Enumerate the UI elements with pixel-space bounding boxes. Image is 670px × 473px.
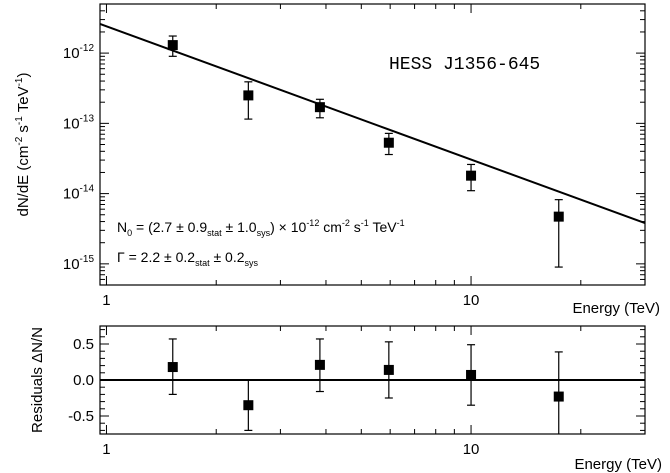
ann-sup: -12: [306, 218, 319, 228]
data-point: [383, 137, 394, 148]
y-axis-title-sup: -1: [14, 77, 25, 86]
y-axis-title-part: s: [15, 125, 32, 137]
ann-part: N: [117, 219, 127, 235]
ann-part: ) × 10: [270, 219, 306, 235]
residual-point: [243, 400, 254, 411]
data-point: [553, 211, 564, 222]
plot-frame: [99, 3, 646, 286]
y-tick-label: 0.0: [73, 372, 94, 389]
y-tick-base: 10: [63, 45, 80, 62]
ann-part: TeV: [369, 219, 397, 235]
x-axis-title: Energy (TeV): [572, 300, 660, 317]
y-axis-title: dN/dE (cm-2 s-1 TeV-1): [14, 73, 32, 217]
y-tick-exponent: -14: [80, 184, 95, 195]
residual-point: [167, 362, 178, 373]
data-point: [314, 102, 325, 113]
ann-sup: -1: [361, 218, 369, 228]
ann-sub: 0: [127, 228, 132, 238]
residuals-panel: 1 10 0.5 0.0 -0.5 Residuals ΔN/N Energy (TeV): [29, 325, 662, 473]
x-tick-label: 1: [102, 292, 110, 309]
ann-part: ± 0.2: [210, 249, 245, 265]
y-axis-title-sup: -2: [14, 136, 25, 145]
ann-part: = (2.7 ± 0.9: [132, 219, 207, 235]
residual-point: [314, 359, 325, 370]
residual-point: [466, 369, 477, 380]
ann-sub: stat: [195, 258, 210, 268]
ann-sup: -1: [397, 218, 405, 228]
ann-part: s: [350, 219, 361, 235]
x-tick-label: 1: [102, 441, 110, 458]
y-tick-exponent: -12: [80, 43, 95, 54]
ann-part: cm: [319, 219, 342, 235]
ann-sup: -2: [342, 218, 350, 228]
ann-sub: sys: [257, 228, 271, 238]
ann-sub: stat: [207, 228, 222, 238]
y-tick-label: -0.5: [68, 408, 94, 425]
y-axis-title-sup: -1: [14, 116, 25, 125]
data-point: [167, 40, 178, 51]
normalization-annotation: N0 = (2.7 ± 0.9stat ± 1.0sys) × 10-12 cm…: [117, 218, 405, 238]
data-point: [243, 90, 254, 101]
ann-part: = 2.2 ± 0.2: [125, 249, 196, 265]
x-tick-label: 10: [463, 441, 480, 458]
y-axis-title-part: ): [15, 73, 32, 78]
y-axis-title: Residuals ΔN/N: [29, 327, 46, 433]
ann-sub: sys: [245, 258, 259, 268]
residual-point: [383, 364, 394, 375]
y-tick-base: 10: [63, 115, 80, 132]
y-tick-label: 10-13: [63, 113, 95, 132]
y-tick-label: 10-12: [63, 43, 95, 62]
power-law-fit-line: [99, 23, 646, 225]
residual-point: [553, 391, 564, 402]
y-tick-base: 10: [63, 186, 80, 203]
y-axis-title-part: TeV: [15, 86, 32, 116]
y-tick-exponent: -15: [80, 254, 95, 265]
x-axis-title: Energy (TeV): [574, 456, 662, 473]
ann-part: Γ: [117, 249, 125, 265]
y-tick-label: 0.5: [73, 336, 94, 353]
y-tick-label: 10-14: [63, 184, 95, 203]
data-point: [466, 170, 477, 181]
y-axis-title-part: dN/dE (cm: [15, 146, 32, 217]
x-tick-label: 10: [463, 292, 480, 309]
y-tick-exponent: -13: [80, 113, 95, 124]
spectral-index-annotation: Γ = 2.2 ± 0.2stat ± 0.2sys: [117, 249, 259, 268]
ann-part: ± 1.0: [222, 219, 257, 235]
y-tick-base: 10: [63, 256, 80, 273]
y-tick-label: 10-15: [63, 254, 95, 273]
source-name-label: HESS J1356-645: [389, 55, 540, 75]
